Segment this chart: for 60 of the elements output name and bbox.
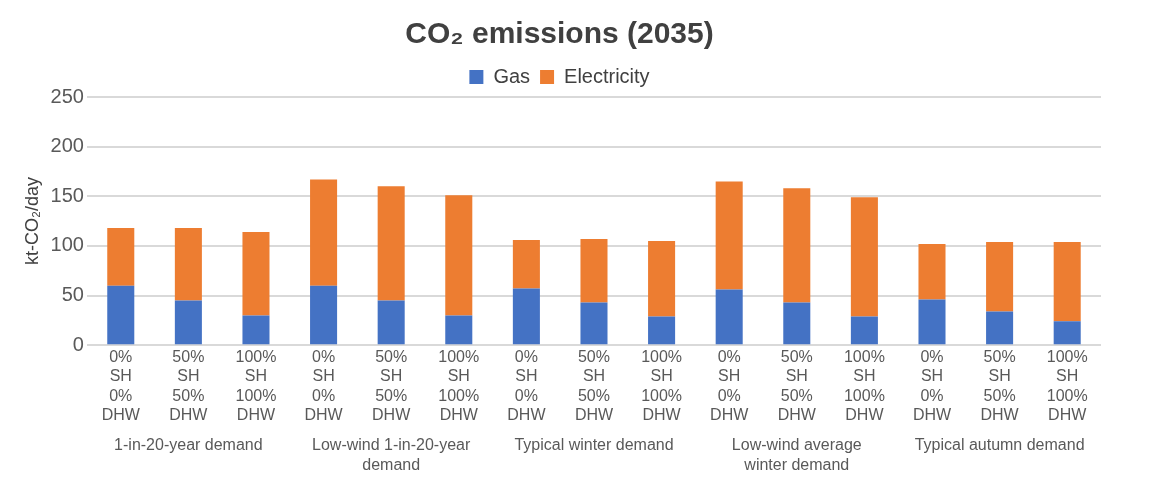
bar: [918, 299, 946, 345]
x-tick-label: 50% SH 50% DHW: [169, 348, 209, 423]
text: Typical autumn demand: [914, 436, 1085, 454]
bar: [715, 289, 743, 345]
x-tick-label: 50% SH 50% DHW: [777, 348, 817, 423]
x-tick-label: 0% SH 0% DHW: [507, 348, 547, 423]
legend-label: Electricity: [564, 64, 650, 87]
bar: [242, 315, 270, 345]
bar: [174, 228, 202, 301]
text: Typical winter demand: [514, 436, 674, 454]
bar: [107, 228, 135, 286]
x-tick-label: 100% SH 100% DHW: [235, 348, 277, 423]
x-tick-label: 100% SH 100% DHW: [438, 348, 480, 423]
bar: [580, 238, 608, 303]
bar: [986, 311, 1014, 345]
y-tick-label: 200: [50, 134, 84, 157]
x-tick-label: 100% SH 100% DHW: [641, 348, 683, 423]
bar: [512, 239, 540, 289]
x-tick-label: 0% SH 0% DHW: [101, 348, 141, 423]
x-tick-label: 50% SH 50% DHW: [372, 348, 412, 423]
text: Low-wind average winter demand: [731, 436, 862, 474]
x-tick-label: 0% SH 0% DHW: [304, 348, 344, 423]
bar: [918, 243, 946, 300]
bar: [850, 197, 878, 317]
x-tick-label: 0% SH 0% DHW: [710, 348, 750, 423]
y-tick-label: 250: [50, 84, 84, 107]
x-tick-label: 100% SH 100% DHW: [843, 348, 885, 423]
bar: [986, 241, 1014, 312]
x-tick-label: 100% SH 100% DHW: [1046, 348, 1088, 423]
bar: [377, 186, 405, 301]
y-tick-label: 50: [61, 283, 84, 306]
bar: [377, 300, 405, 345]
legend-label: Gas: [493, 64, 531, 87]
bar: [715, 181, 743, 290]
bar: [783, 188, 811, 303]
chart-title: CO₂ emissions (2035): [405, 16, 714, 50]
bar: [445, 315, 473, 345]
bar: [1053, 321, 1081, 345]
x-tick-label: 0% SH 0% DHW: [912, 348, 952, 423]
y-axis-title: kt-CO₂/day: [21, 177, 42, 266]
bar: [310, 285, 338, 345]
bar: [107, 285, 135, 345]
text: 1-in-20-year demand: [114, 436, 263, 454]
bar: [512, 288, 540, 345]
bar: [783, 302, 811, 345]
bar: [1053, 241, 1081, 322]
x-tick-label: 50% SH 50% DHW: [980, 348, 1020, 423]
bar: [310, 179, 338, 286]
text: Low-wind 1-in-20-year demand: [312, 436, 471, 474]
bar: [174, 300, 202, 345]
bar: [445, 195, 473, 316]
y-tick-label: 100: [50, 233, 84, 256]
x-tick-label: 50% SH 50% DHW: [574, 348, 614, 423]
y-tick-label: 150: [50, 183, 84, 206]
bar: [242, 232, 270, 316]
y-tick-label: 0: [72, 332, 84, 355]
bar: [648, 316, 676, 345]
bar: [850, 316, 878, 345]
bar: [580, 302, 608, 345]
bar: [648, 240, 676, 317]
